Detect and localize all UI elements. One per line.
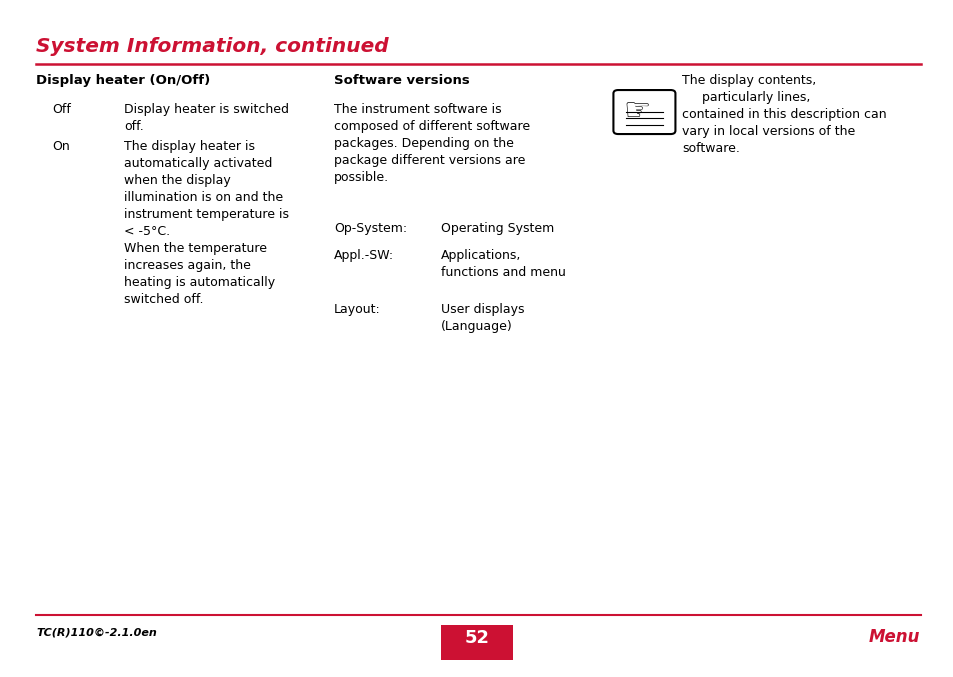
Text: ☞: ☞ [622, 97, 650, 126]
Text: Applications,
functions and menu: Applications, functions and menu [440, 249, 565, 279]
Text: User displays
(Language): User displays (Language) [440, 303, 524, 333]
FancyBboxPatch shape [440, 625, 512, 660]
Text: The display heater is
automatically activated
when the display
illumination is o: The display heater is automatically acti… [124, 140, 289, 306]
Text: The display contents,
     particularly lines,
contained in this description can: The display contents, particularly lines… [681, 74, 885, 156]
Text: Software versions: Software versions [334, 74, 469, 87]
Text: Operating System: Operating System [440, 222, 554, 235]
Text: Layout:: Layout: [334, 303, 380, 316]
Text: Off: Off [52, 103, 71, 116]
FancyBboxPatch shape [613, 90, 675, 134]
Text: System Information, continued: System Information, continued [36, 37, 389, 56]
Text: 52: 52 [464, 630, 489, 647]
Text: TC(R)110©-2.1.0en: TC(R)110©-2.1.0en [36, 628, 157, 638]
Text: Menu: Menu [868, 628, 920, 646]
Text: Appl.-SW:: Appl.-SW: [334, 249, 394, 262]
Text: The instrument software is
composed of different software
packages. Depending on: The instrument software is composed of d… [334, 103, 530, 184]
Text: Display heater is switched
off.: Display heater is switched off. [124, 103, 289, 133]
Text: Op-System:: Op-System: [334, 222, 407, 235]
Text: On: On [52, 140, 71, 153]
Text: Display heater (On/Off): Display heater (On/Off) [36, 74, 211, 87]
